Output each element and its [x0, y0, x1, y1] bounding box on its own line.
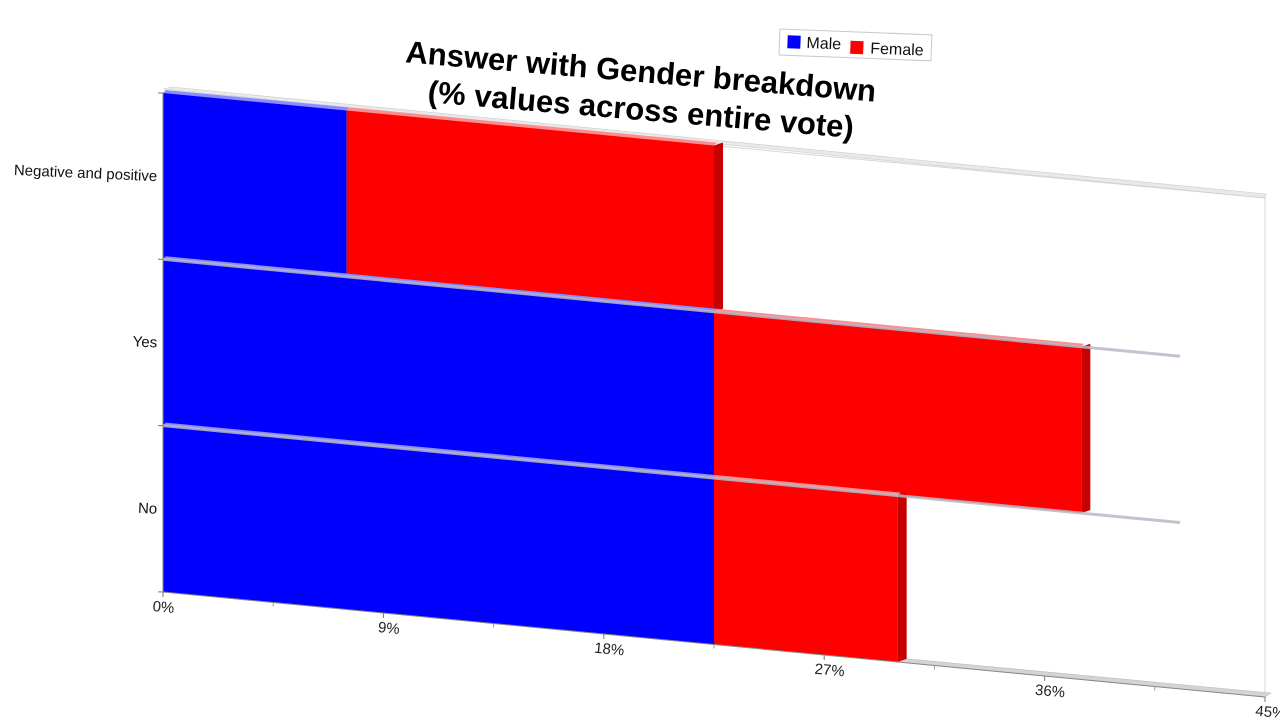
bar-side-face — [714, 142, 723, 312]
category-label: Negative and positive — [14, 162, 158, 185]
category-label: Yes — [132, 333, 157, 351]
band-separator — [162, 257, 1181, 358]
legend: Male Female — [778, 28, 933, 62]
bar-segment-male-1 — [163, 259, 714, 479]
bar-segment-female-2 — [714, 478, 898, 662]
legend-swatch-female — [850, 40, 864, 55]
legend-label-female: Female — [870, 40, 924, 59]
bars-layer — [162, 90, 1181, 662]
bar-segment-male-2 — [163, 425, 714, 645]
bar-segment-female-1 — [714, 311, 1082, 514]
legend-label-male: Male — [806, 35, 841, 53]
bar-top-face — [346, 107, 717, 146]
x-tick-label: 0% — [152, 598, 175, 617]
x-axis-ticks: 0% 9% 18% 27% 36% 45% — [152, 592, 1280, 720]
bar-segment-female-0 — [346, 110, 714, 312]
x-tick-label: 27% — [814, 661, 845, 681]
bar-side-face — [1081, 343, 1091, 514]
bar-top-face — [163, 90, 350, 111]
x-tick-label: 18% — [593, 640, 624, 660]
band-separator — [162, 424, 1181, 524]
category-labels: Negative and positive Yes No — [14, 92, 163, 593]
x-tick-label: 9% — [377, 619, 400, 638]
legend-swatch-male — [787, 35, 801, 49]
x-tick-label: 36% — [1034, 682, 1065, 702]
bar-side-face — [897, 492, 907, 662]
x-tick-label: 45% — [1255, 703, 1280, 720]
category-label: No — [138, 500, 158, 518]
bar-segment-male-0 — [163, 93, 347, 277]
